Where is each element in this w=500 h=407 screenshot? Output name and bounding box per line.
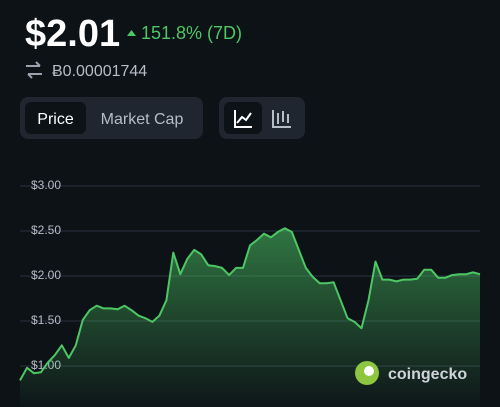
y-tick-label: $2.50 bbox=[31, 223, 61, 237]
tab-market-cap[interactable]: Market Cap bbox=[101, 111, 184, 128]
line-chart-icon bbox=[234, 110, 252, 128]
candle-chart-button[interactable] bbox=[272, 110, 291, 128]
y-tick-label: $2.00 bbox=[31, 268, 61, 282]
price-change: 151.8% (7D) bbox=[141, 23, 242, 43]
price-line bbox=[19, 227, 481, 381]
tab-selected bbox=[25, 102, 86, 134]
tab-price[interactable]: Price bbox=[37, 111, 74, 128]
y-tick-label: $1.50 bbox=[31, 313, 61, 327]
logo-eye bbox=[364, 366, 374, 376]
price: $2.01 bbox=[25, 13, 120, 55]
up-arrow bbox=[127, 30, 136, 36]
y-tick-label: $3.00 bbox=[31, 178, 61, 192]
exchange-icon bbox=[26, 61, 42, 79]
watermark: coingecko bbox=[388, 366, 467, 383]
btc-price: Ƀ0.00001744 bbox=[52, 63, 147, 80]
